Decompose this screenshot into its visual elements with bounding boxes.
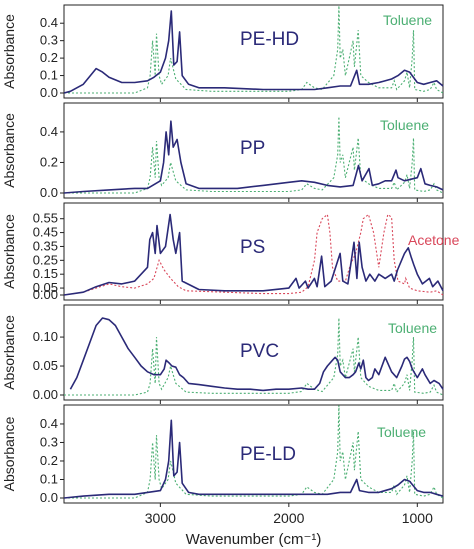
panel-label: PE-LD bbox=[240, 444, 296, 465]
y-tick-label: 0.10 bbox=[33, 329, 58, 344]
y-tick-label: 0.3 bbox=[40, 434, 58, 449]
sample-series-pvc bbox=[69, 317, 444, 392]
panel-frame bbox=[63, 404, 444, 504]
y-tick-label: 0.45 bbox=[33, 225, 58, 240]
x-tick-label: 2000 bbox=[273, 510, 304, 526]
y-axis-label: Absorbance bbox=[1, 315, 17, 390]
y-tick-label: 0.00 bbox=[33, 387, 58, 402]
y-axis-label: Absorbance bbox=[1, 113, 17, 188]
reference-label: Toluene bbox=[377, 424, 426, 440]
y-tick-label: 0.3 bbox=[40, 33, 58, 48]
reference-label: Acetone bbox=[408, 232, 460, 248]
y-tick-label: 0.0 bbox=[40, 85, 58, 100]
y-tick-label: 0.05 bbox=[33, 358, 58, 373]
y-tick-label: 0.2 bbox=[40, 50, 58, 65]
panel-pe-hd: 0.0 0.1 0.2 0.3 0.4 Absorbance PE-HD Toluene bbox=[1, 4, 444, 102]
x-tick-label: 3000 bbox=[145, 510, 176, 526]
sample-series-pe-hd bbox=[63, 10, 444, 94]
y-tick-label: 0.15 bbox=[33, 266, 58, 281]
y-tick-label: 0.4 bbox=[40, 15, 58, 30]
panel-ps: 0.000.050.150.250.350.450.55 Absorbance PS… bbox=[1, 202, 460, 304]
panel-frame bbox=[63, 202, 444, 301]
y-tick-label: 0.1 bbox=[40, 68, 58, 83]
y-tick-label: 0.25 bbox=[33, 252, 58, 267]
y-tick-label: 0.1 bbox=[40, 471, 58, 486]
sample-series-ps bbox=[63, 213, 444, 296]
y-tick-label: 0.00 bbox=[33, 287, 58, 302]
panel-pe-ld: 0.0 0.1 0.2 0.3 0.4 Absorbance PE-LD Toluene bbox=[1, 404, 444, 507]
panel-frame bbox=[63, 4, 444, 99]
y-axis-label: Absorbance bbox=[1, 14, 17, 89]
y-tick-label: 0.0 bbox=[40, 185, 58, 200]
x-axis-label: Wavenumber (cm⁻¹) bbox=[186, 531, 322, 548]
y-tick-label: 0.2 bbox=[40, 154, 58, 169]
panel-label: PS bbox=[240, 237, 265, 258]
reference-series-toluene bbox=[64, 405, 444, 499]
sample-series-pe-ld bbox=[63, 419, 444, 499]
panel-label: PVC bbox=[240, 341, 279, 362]
reference-label: Toluene bbox=[388, 320, 437, 336]
reference-label: Toluene bbox=[380, 117, 429, 133]
y-tick-label: 0.2 bbox=[40, 453, 58, 468]
y-axis-label: Absorbance bbox=[1, 214, 17, 289]
y-tick-label: 0.05 bbox=[33, 280, 58, 295]
y-tick-label: 0.35 bbox=[33, 238, 58, 253]
sample-series-pp bbox=[63, 120, 444, 194]
y-axis-label: Absorbance bbox=[1, 416, 17, 491]
y-tick-label: 0.4 bbox=[40, 124, 58, 139]
panel-frame bbox=[63, 102, 444, 199]
reference-label: Toluene bbox=[383, 12, 432, 28]
x-tick-label: 1000 bbox=[402, 510, 433, 526]
y-tick-label: 0.55 bbox=[33, 211, 58, 226]
y-tick-label: 0.0 bbox=[40, 490, 58, 505]
y-tick-label: 0.4 bbox=[40, 416, 58, 431]
panel-frame bbox=[63, 304, 444, 401]
panel-label: PE-HD bbox=[240, 29, 299, 50]
panel-pvc: 0.00 0.05 0.10 Absorbance PVC Toluene bbox=[1, 304, 444, 404]
panel-pp: 0.0 0.2 0.4 Absorbance PP Toluene bbox=[1, 102, 444, 202]
panel-label: PP bbox=[240, 138, 265, 159]
